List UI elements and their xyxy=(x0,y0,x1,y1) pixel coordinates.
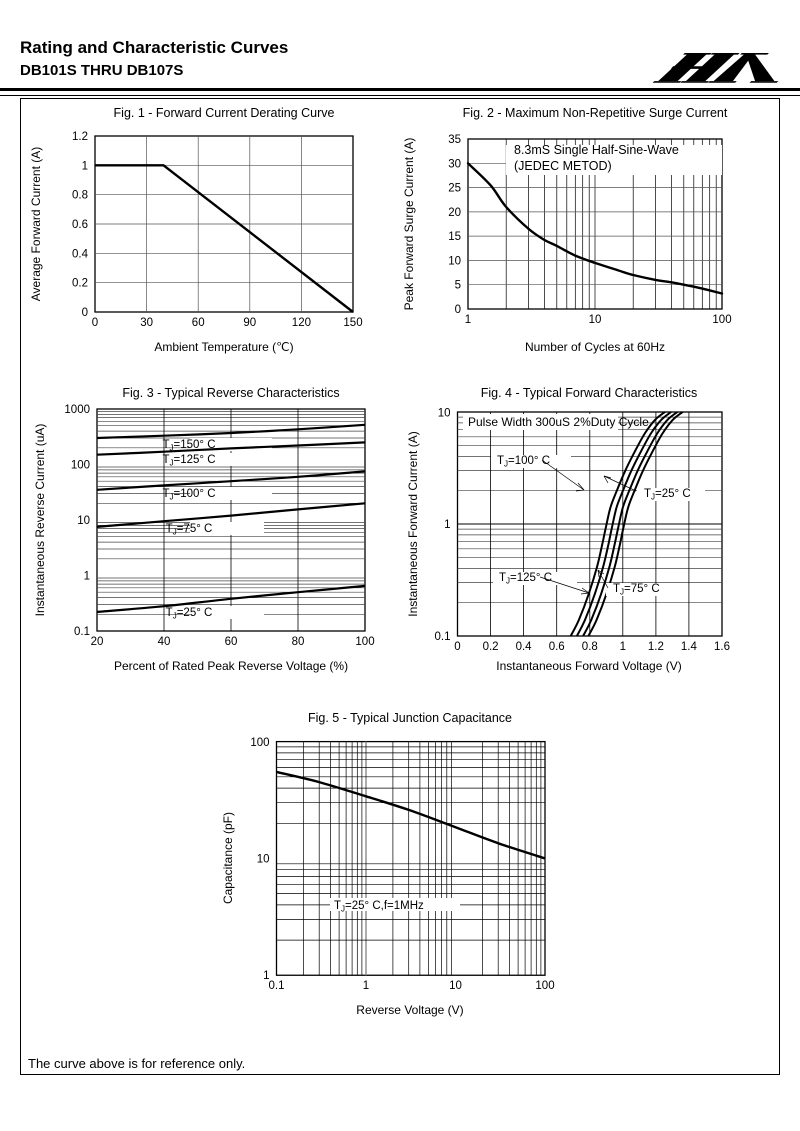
svg-text:1: 1 xyxy=(444,519,450,531)
svg-text:30: 30 xyxy=(140,317,153,329)
svg-text:0.8: 0.8 xyxy=(72,190,88,202)
svg-text:Ambient Temperature (℃): Ambient Temperature (℃) xyxy=(154,340,293,354)
svg-text:Capacitance (pF): Capacitance (pF) xyxy=(221,812,235,904)
svg-text:Instantaneous Forward Current: Instantaneous Forward Current (A) xyxy=(406,431,420,616)
svg-text:0.2: 0.2 xyxy=(483,641,499,653)
svg-text:Percent of Rated Peak Reverse: Percent of Rated Peak Reverse Voltage (%… xyxy=(114,659,348,673)
svg-text:Pulse Width 300uS 2%Duty Cycle: Pulse Width 300uS 2%Duty Cycle xyxy=(468,415,649,429)
svg-text:Peak Forward Surge Current (A): Peak Forward Surge Current (A) xyxy=(402,138,416,311)
svg-text:Instantaneous Forward Voltage: Instantaneous Forward Voltage (V) xyxy=(496,659,681,673)
svg-text:35: 35 xyxy=(448,134,461,146)
svg-text:TJ=150° C: TJ=150° C xyxy=(162,439,215,453)
svg-text:100: 100 xyxy=(71,460,90,472)
svg-text:1.2: 1.2 xyxy=(648,641,664,653)
svg-text:1: 1 xyxy=(465,314,471,326)
svg-text:30: 30 xyxy=(448,158,461,170)
svg-text:0.8: 0.8 xyxy=(582,641,598,653)
svg-text:1: 1 xyxy=(84,571,90,583)
svg-text:0.1: 0.1 xyxy=(74,626,90,638)
svg-text:10: 10 xyxy=(438,408,451,420)
svg-text:0: 0 xyxy=(82,307,88,319)
svg-text:TJ=125° C: TJ=125° C xyxy=(162,454,215,468)
svg-text:0: 0 xyxy=(454,641,460,653)
svg-text:10: 10 xyxy=(449,980,462,992)
svg-text:20: 20 xyxy=(91,636,104,648)
svg-text:100: 100 xyxy=(535,980,554,992)
svg-text:0.4: 0.4 xyxy=(72,248,89,260)
svg-text:1: 1 xyxy=(82,160,88,172)
svg-text:Fig. 5 - Typical Junction Capa: Fig. 5 - Typical Junction Capacitance xyxy=(308,711,512,725)
svg-text:10: 10 xyxy=(589,314,602,326)
svg-text:10: 10 xyxy=(257,854,270,866)
svg-text:0.1: 0.1 xyxy=(435,631,451,643)
svg-text:Fig. 1 - Forward Current Derat: Fig. 1 - Forward Current Derating Curve xyxy=(114,106,335,120)
svg-text:40: 40 xyxy=(158,636,171,648)
svg-text:0: 0 xyxy=(455,304,461,316)
svg-text:0.4: 0.4 xyxy=(516,641,533,653)
svg-text:100: 100 xyxy=(355,636,374,648)
svg-text:Average Forward Current (A): Average Forward Current (A) xyxy=(29,147,43,302)
svg-text:1000: 1000 xyxy=(64,404,90,416)
svg-text:1.2: 1.2 xyxy=(72,131,88,143)
svg-text:1: 1 xyxy=(620,641,626,653)
svg-text:Fig. 3 - Typical Reverse Chara: Fig. 3 - Typical Reverse Characteristics xyxy=(122,386,339,400)
svg-text:60: 60 xyxy=(192,317,205,329)
svg-text:0.1: 0.1 xyxy=(269,980,285,992)
svg-text:TJ=75° C: TJ=75° C xyxy=(613,583,660,597)
svg-text:1: 1 xyxy=(363,980,369,992)
svg-text:TJ=25° C: TJ=25° C xyxy=(166,607,213,621)
svg-text:0.2: 0.2 xyxy=(72,278,88,290)
svg-text:0.6: 0.6 xyxy=(72,219,88,231)
svg-text:Instantaneous Reverse Current: Instantaneous Reverse Current (uA) xyxy=(33,424,47,617)
svg-text:90: 90 xyxy=(243,317,256,329)
svg-text:1: 1 xyxy=(263,970,269,982)
svg-text:Fig. 2 - Maximum Non-Repetitiv: Fig. 2 - Maximum Non-Repetitive Surge Cu… xyxy=(463,106,728,120)
svg-text:Number of Cycles at 60Hz: Number of Cycles at 60Hz xyxy=(525,340,665,354)
svg-text:15: 15 xyxy=(448,231,461,243)
svg-text:1.6: 1.6 xyxy=(714,641,730,653)
svg-text:20: 20 xyxy=(448,207,461,219)
svg-text:10: 10 xyxy=(77,515,90,527)
svg-text:150: 150 xyxy=(343,317,362,329)
svg-text:25: 25 xyxy=(448,183,461,195)
svg-text:TJ=75° C: TJ=75° C xyxy=(166,523,213,537)
svg-text:8.3mS Single Half-Sine-Wave: 8.3mS Single Half-Sine-Wave xyxy=(514,143,679,157)
svg-text:Reverse Voltage (V): Reverse Voltage (V) xyxy=(356,1003,463,1017)
svg-text:120: 120 xyxy=(292,317,311,329)
svg-text:(JEDEC METOD): (JEDEC METOD) xyxy=(514,159,612,173)
svg-text:100: 100 xyxy=(250,737,269,749)
svg-text:5: 5 xyxy=(455,280,461,292)
svg-text:TJ=25° C: TJ=25° C xyxy=(644,488,691,502)
svg-text:TJ=100° C: TJ=100° C xyxy=(162,488,215,502)
svg-text:1.4: 1.4 xyxy=(681,641,698,653)
svg-text:TJ=25° C,f=1MHz: TJ=25° C,f=1MHz xyxy=(334,900,424,914)
svg-text:100: 100 xyxy=(712,314,731,326)
svg-text:10: 10 xyxy=(448,255,461,267)
svg-text:60: 60 xyxy=(225,636,238,648)
svg-text:80: 80 xyxy=(292,636,305,648)
svg-text:0: 0 xyxy=(92,317,98,329)
svg-text:Fig. 4 - Typical Forward Chara: Fig. 4 - Typical Forward Characteristics xyxy=(481,386,698,400)
svg-text:0.6: 0.6 xyxy=(549,641,565,653)
